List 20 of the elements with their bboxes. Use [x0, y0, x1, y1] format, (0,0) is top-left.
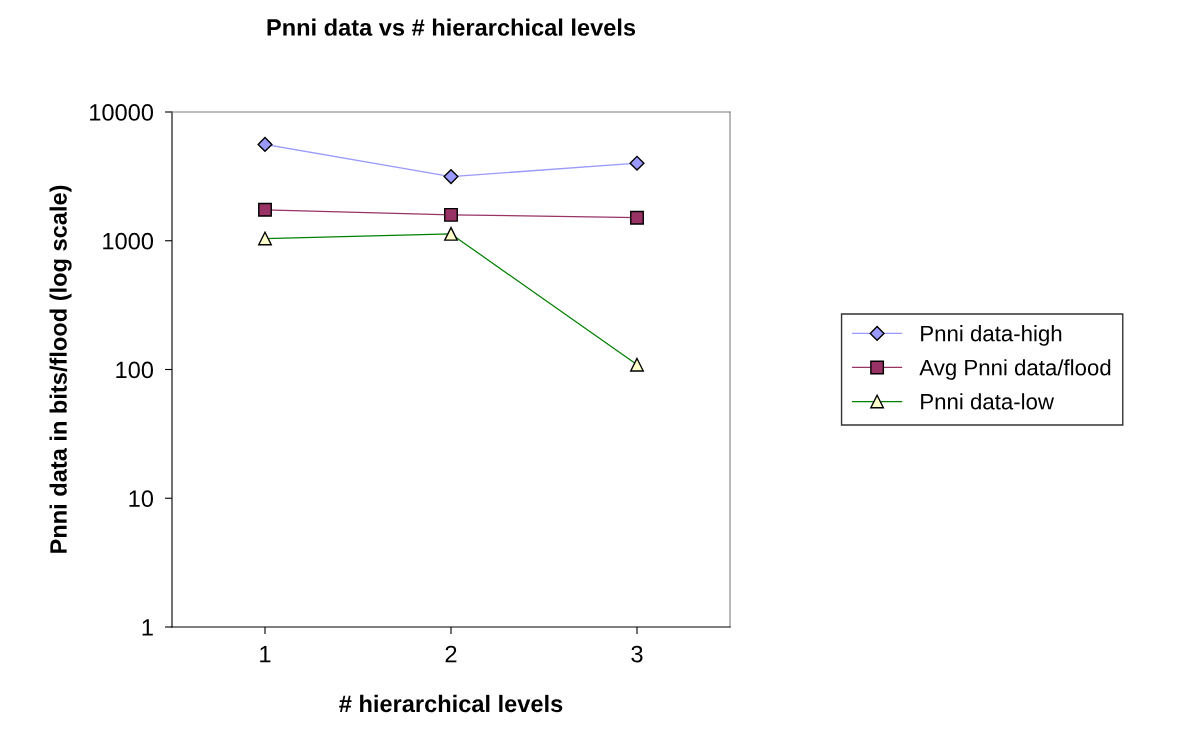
legend-label: Pnni data-low	[921, 393, 1055, 410]
x-axis-title: # hierarchical levels	[339, 694, 563, 713]
x-tick-label: 2	[445, 645, 457, 663]
y-axis-title: Pnni data in bits/flood (log scale)	[49, 185, 72, 553]
point	[629, 155, 645, 171]
point	[257, 136, 273, 152]
point	[630, 210, 644, 225]
x-tick-label: 1	[260, 645, 271, 663]
y-tick-label: 10	[129, 490, 154, 508]
chart-title: Pnni data vs # hierarchical levels	[267, 18, 636, 36]
x-tick-label: 3	[631, 645, 643, 663]
legend-label: Pnni data-high	[921, 325, 1062, 346]
y-tick-label: 1000	[103, 232, 154, 250]
y-tick-label: 10000	[90, 104, 154, 121]
point	[444, 207, 458, 222]
legend-label: Avg Pnni data/flood	[919, 359, 1111, 380]
point	[443, 169, 459, 185]
point	[258, 202, 272, 217]
y-tick-label: 1	[142, 619, 153, 636]
y-tick-label: 100	[116, 361, 154, 379]
